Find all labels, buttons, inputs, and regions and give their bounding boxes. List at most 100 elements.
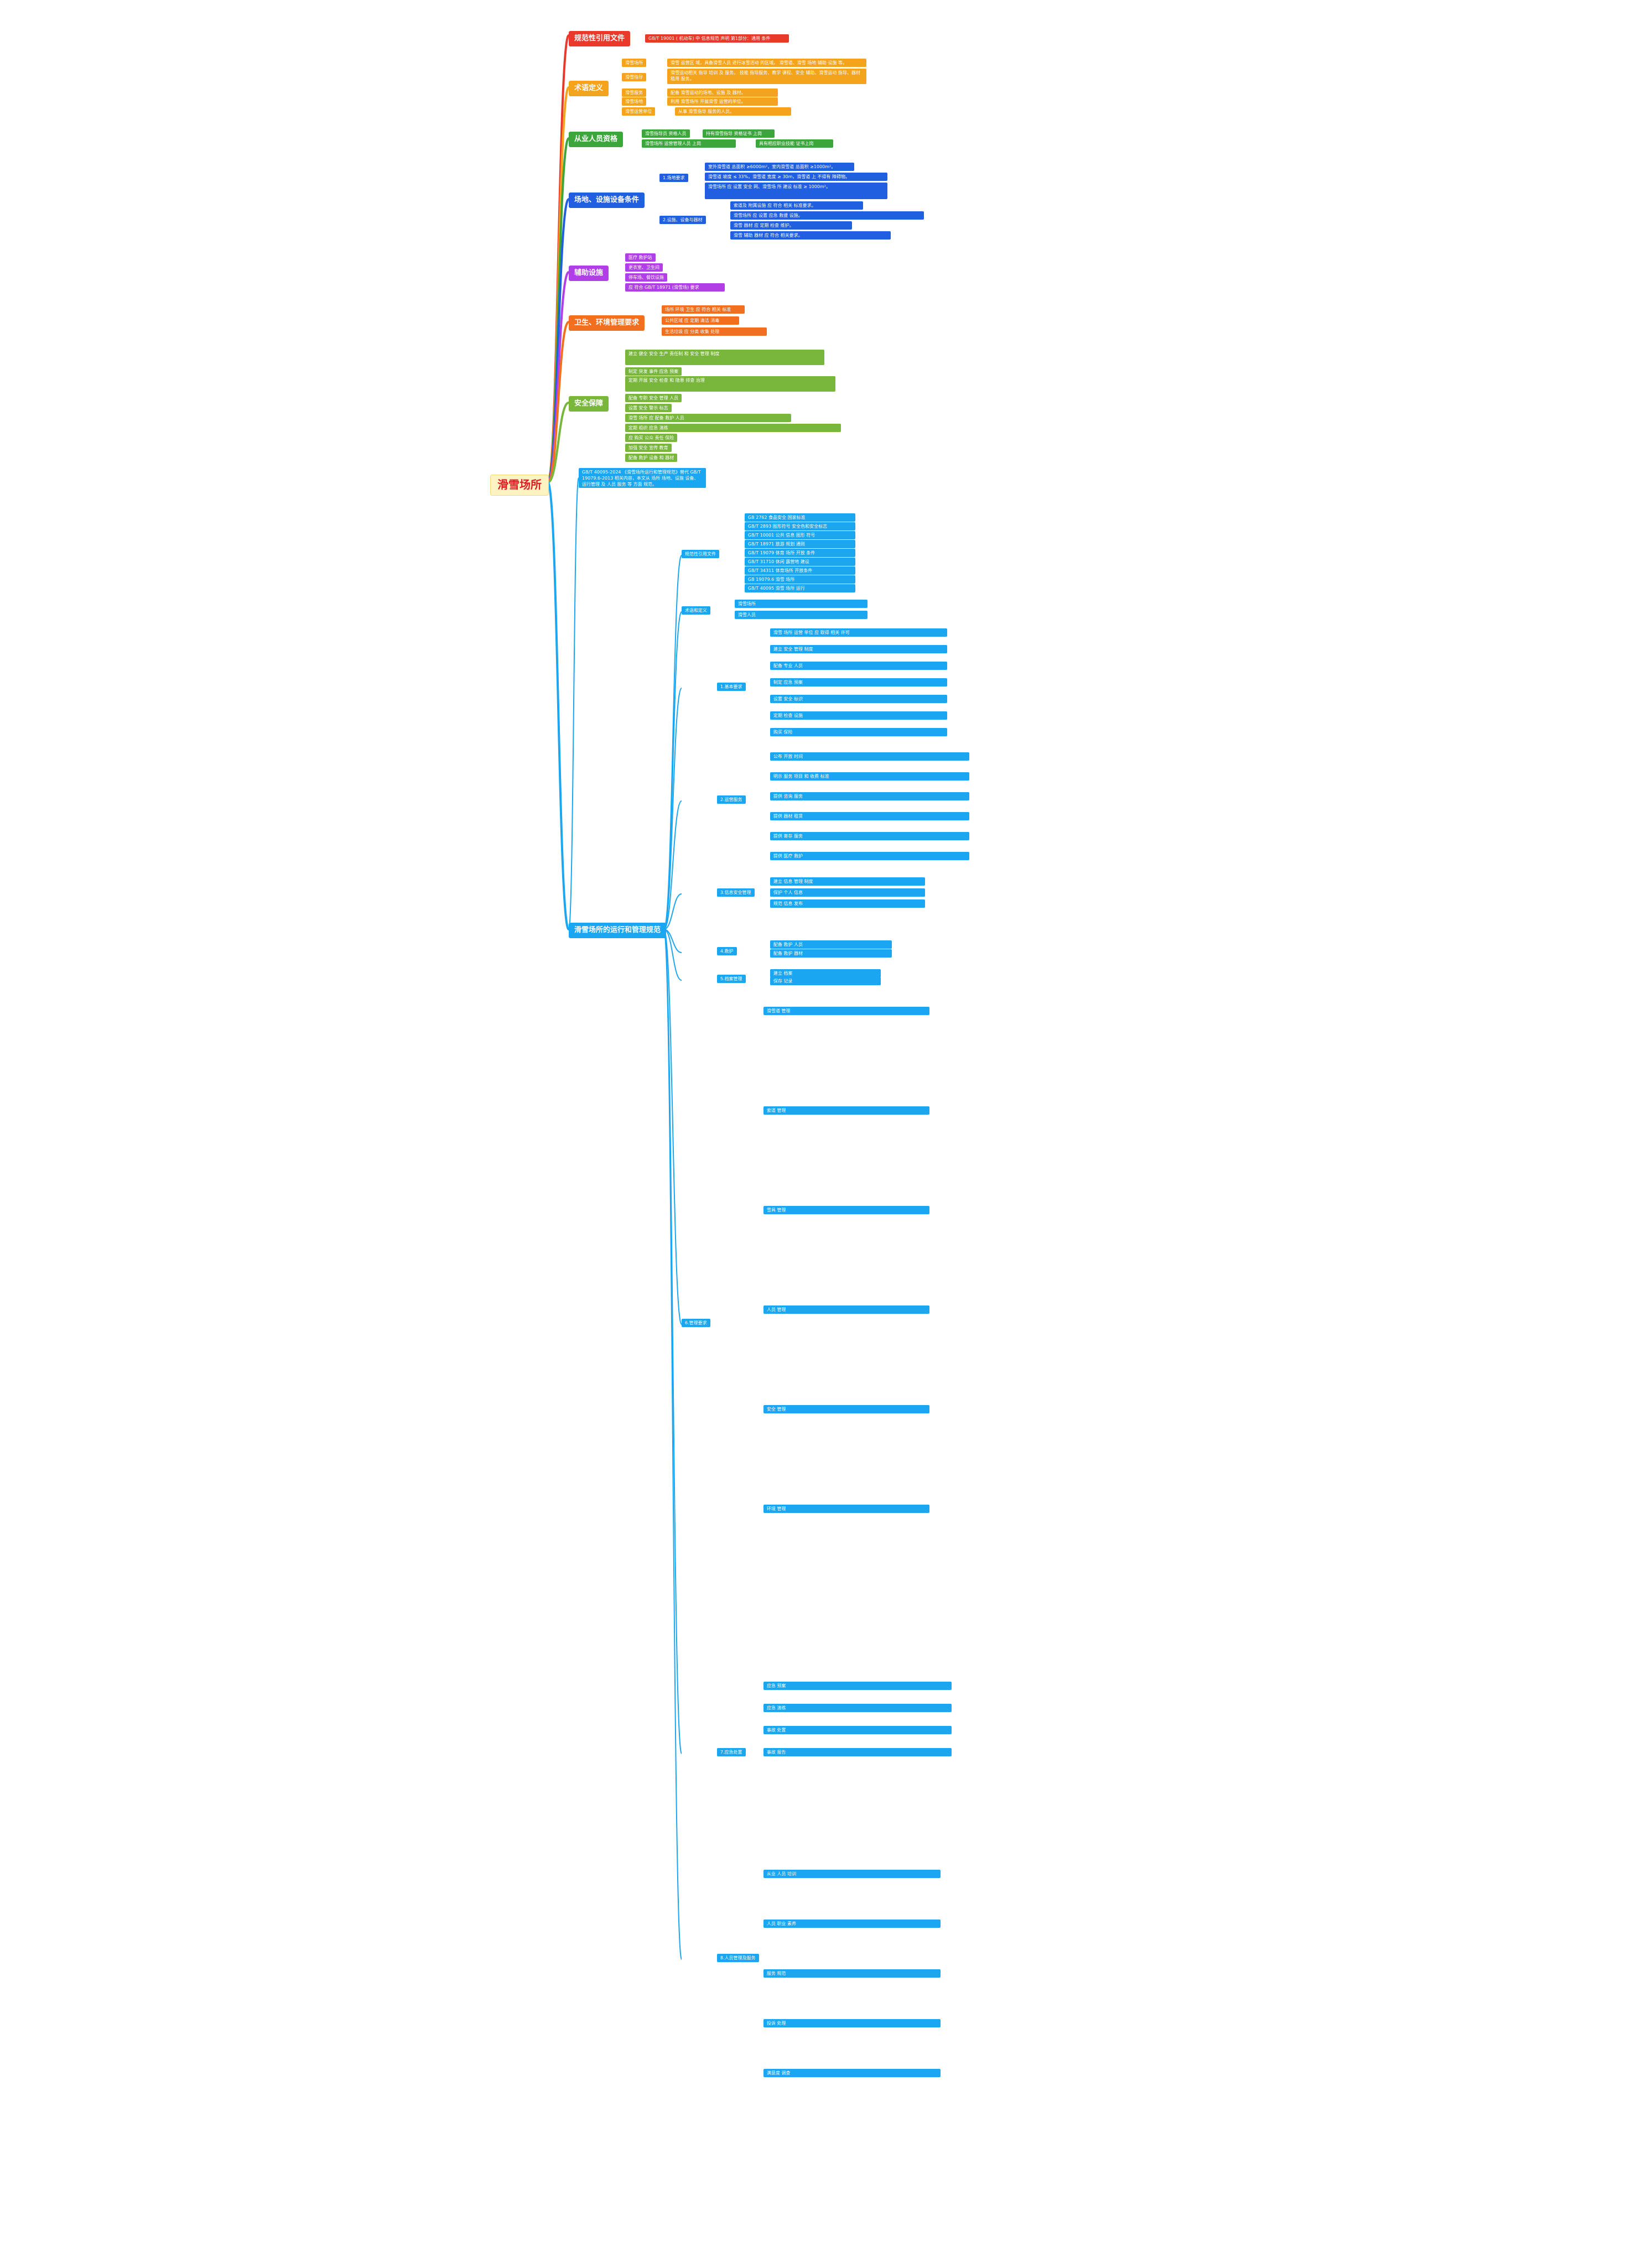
b8-leaf: GB 19079.6 滑雪 场所 <box>745 575 855 584</box>
b8-leaf: 滑雪场所 <box>735 600 867 608</box>
branch-hygiene[interactable]: 卫生、环境管理要求 <box>569 315 645 331</box>
b8-leaf: 提供 寄存 服务 <box>770 832 969 840</box>
b8-leaf: 提供 医疗 救护 <box>770 852 969 860</box>
b8-leaf: 事故 报告 <box>763 1748 952 1756</box>
b8-leaf: 提供 咨询 服务 <box>770 792 969 800</box>
connector <box>663 893 682 930</box>
b2-item: 滑雪场所 <box>622 59 646 67</box>
b2-item: 滑雪指导 <box>622 73 646 81</box>
b8-sub-label[interactable]: 规范性引用文件 <box>682 550 719 558</box>
b8-leaf: 建立 档案 <box>770 969 881 977</box>
b8-sub-label[interactable]: 7.应急处置 <box>717 1748 746 1756</box>
b6-item: 公共区域 应 定期 清洁 消毒 <box>662 316 739 325</box>
b2-item: 滑雪运营单位 <box>622 107 655 116</box>
b8-leaf: 配备 救护 器材 <box>770 949 892 958</box>
b7-item: 制定 突发 事件 应急 预案 <box>625 367 682 376</box>
b8-leaf: 雪具 管理 <box>763 1206 929 1214</box>
b7-item: 定期 组织 应急 演练 <box>625 424 841 432</box>
b3-note: 持有滑雪指导 资格证书 上岗 <box>703 129 775 138</box>
b2-note: 配备 滑雪运动的场地、设施 及 器材。 <box>667 89 778 97</box>
connector <box>663 929 682 1754</box>
connector <box>547 402 569 483</box>
branch-normative-references[interactable]: 规范性引用文件 <box>569 31 631 46</box>
b8-sub-label[interactable]: 3.信息安全管理 <box>717 888 755 897</box>
b8-leaf: 建立 安全 管理 制度 <box>770 645 947 653</box>
b3-note: 具有相应职业技能 证书上岗 <box>756 139 833 148</box>
b8-sub-label[interactable]: 8.人员管理及服务 <box>717 1954 759 1962</box>
root-node[interactable]: 滑雪场所 <box>490 475 549 496</box>
connector <box>663 800 682 930</box>
b8-leaf: 滑雪人员 <box>735 611 867 619</box>
b1-item: GB/T 19001 ( 机动车) 中 信息规范 声明 第1部分：通用 条件 <box>645 34 789 43</box>
b2-note: 利用 滑雪场所 开展滑雪 运营的单位。 <box>667 97 778 106</box>
branch-operation-management[interactable]: 滑雪场所的运行和管理规范 <box>569 923 667 938</box>
connector <box>663 929 682 981</box>
b3-item: 滑雪指导员 资格人员 <box>642 129 690 138</box>
b7-item: 加强 安全 宣传 教育 <box>625 444 672 452</box>
b8-leaf: 人员 管理 <box>763 1305 929 1314</box>
b8-sub-label[interactable]: 1.基本要求 <box>717 683 746 691</box>
b4-note: 滑雪 器材 应 定期 检查 维护。 <box>730 221 852 230</box>
connector <box>663 929 682 1960</box>
connector <box>547 481 570 930</box>
b2-note: 滑雪运动相关 指导 培训 及 服务。 技能 指导服务、教学 课程、安全 辅助、滑… <box>667 69 866 84</box>
connector <box>663 611 682 930</box>
b8-leaf: GB/T 19079 体育 场所 开放 条件 <box>745 549 855 557</box>
connector <box>663 688 682 930</box>
b8-leaf: GB/T 34311 体育场所 开放条件 <box>745 566 855 575</box>
b7-item: 滑雪 场所 应 配备 救护 人员 <box>625 414 791 422</box>
b8-leaf: 滑雪道 管理 <box>763 1007 929 1015</box>
b7-item: 配备 救护 设备 和 器材 <box>625 454 678 462</box>
b8-leaf: 规范 信息 发布 <box>770 899 925 908</box>
b8-leaf: 配备 救护 人员 <box>770 940 892 949</box>
b6-item: 生活垃圾 应 分类 收集 处理 <box>662 327 767 336</box>
connector <box>547 137 570 483</box>
b8-leaf: 满意度 调查 <box>763 2069 941 2077</box>
b8-leaf: 应急 演练 <box>763 1704 952 1712</box>
b8-leaf: 环境 管理 <box>763 1505 929 1513</box>
b7-item: 设置 安全 警示 标志 <box>625 404 672 412</box>
b8-leaf: 建立 信息 管理 制度 <box>770 877 925 886</box>
branch-safety[interactable]: 安全保障 <box>569 396 609 412</box>
branch-qualifications[interactable]: 从业人员资格 <box>569 132 624 147</box>
b4-note: 滑雪场所 应 设置 安全 网、滑雪场 所 建设 标准 ≥ 1000m²。 <box>705 183 887 199</box>
b8-sub-label[interactable]: 6.管理要求 <box>682 1319 710 1327</box>
b5-item: 应 符合 GB/T 18971 (滑雪场) 要求 <box>625 283 725 292</box>
b8-sub-label[interactable]: 术语和定义 <box>682 606 710 615</box>
b8-leaf: 投诉 处理 <box>763 2019 941 2027</box>
b4-note: 滑雪 辅助 器材 应 符合 相关要求。 <box>730 231 891 240</box>
connector <box>663 929 682 1325</box>
b8-leaf: 配备 专业 人员 <box>770 662 947 670</box>
b8-leaf: 定期 检查 设施 <box>770 711 947 720</box>
branch-site-facilities[interactable]: 场地、设施设备条件 <box>569 193 645 208</box>
b4-sub: 1.场地要求 <box>659 174 688 182</box>
b8-sub-label[interactable]: 4.救护 <box>717 947 737 955</box>
b8-leaf: 保存 记录 <box>770 977 881 985</box>
b8-sub-label[interactable]: 2.运营服务 <box>717 795 746 804</box>
b4-sub: 2.设施、设备与器材 <box>659 216 706 224</box>
b7-item: 建立 健全 安全 生产 责任制 和 安全 管理 制度 <box>625 350 824 365</box>
b8-sub-label[interactable]: 5.档案管理 <box>717 975 746 983</box>
b5-item: 停车场、餐饮设施 <box>625 273 667 282</box>
b4-note: 滑雪场所 应 设置 应急 救援 设施。 <box>730 211 924 220</box>
b8-leaf: 提供 器材 租赁 <box>770 812 969 820</box>
b5-item: 更衣室、卫生间 <box>625 263 663 272</box>
b7-item: 定期 开展 安全 检查 和 隐患 排查 治理 <box>625 376 835 392</box>
connector <box>663 555 682 930</box>
b6-item: 场所 环境 卫生 应 符合 相关 标准 <box>662 305 745 314</box>
b4-note: 滑雪道 坡度 ≤ 33%，滑雪道 宽度 ≥ 30m，滑雪道 上 不得有 障碍物。 <box>705 173 887 181</box>
b2-item: 滑雪场地 <box>622 97 646 106</box>
b7-item: 应 购买 公众 责任 保险 <box>625 434 678 442</box>
b8-leaf: 安全 管理 <box>763 1405 929 1413</box>
b8-leaf: 保护 个人 信息 <box>770 888 925 897</box>
b8-intro: GB/T 40095-2024 《滑雪场所运行和管理规范》替代 GB/T 190… <box>579 468 706 488</box>
branch-auxiliary[interactable]: 辅助设施 <box>569 266 609 281</box>
branch-terms[interactable]: 术语定义 <box>569 81 609 96</box>
b8-leaf: 滑雪 场所 运营 单位 应 取得 相关 许可 <box>770 628 947 637</box>
b8-leaf: GB/T 40095 滑雪 场所 运行 <box>745 584 855 592</box>
b8-leaf: 索道 管理 <box>763 1106 929 1115</box>
b8-leaf: GB/T 2893 图形符号 安全色和安全标志 <box>745 522 855 530</box>
b8-leaf: GB/T 18971 旅游 规划 通则 <box>745 540 855 548</box>
b5-item: 医疗 救护站 <box>625 253 656 262</box>
